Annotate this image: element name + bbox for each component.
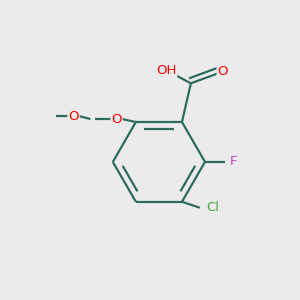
Text: Cl: Cl xyxy=(207,201,220,214)
Text: OH: OH xyxy=(156,64,176,77)
Text: O: O xyxy=(111,112,122,125)
Text: O: O xyxy=(68,110,79,122)
Text: O: O xyxy=(218,65,228,78)
Text: F: F xyxy=(230,155,237,168)
